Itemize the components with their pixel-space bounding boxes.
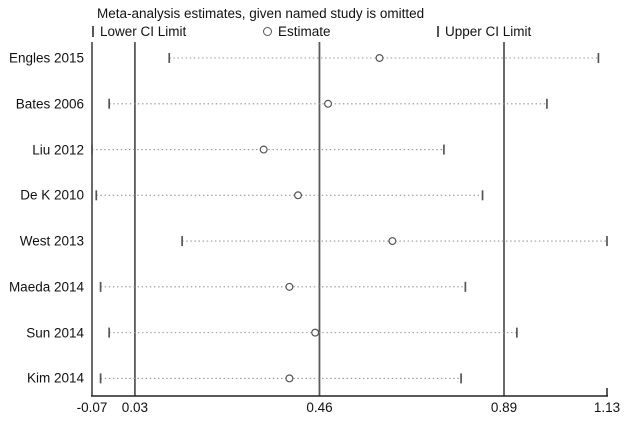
x-tick-label: -0.07 xyxy=(76,400,108,415)
estimate-circle-icon xyxy=(263,27,272,36)
estimate-marker xyxy=(285,374,294,383)
chart-title: Meta-analysis estimates, given named stu… xyxy=(97,6,425,21)
estimate-marker xyxy=(311,328,320,337)
study-label: West 2013 xyxy=(19,233,84,249)
x-tick-label: 0.46 xyxy=(306,400,333,415)
study-label: Bates 2006 xyxy=(15,96,84,112)
study-label: Maeda 2014 xyxy=(8,279,84,295)
x-tick-label: 1.13 xyxy=(593,400,621,415)
estimate-marker xyxy=(259,145,268,154)
estimate-marker xyxy=(388,237,397,246)
legend-upper-ci: Upper CI Limit xyxy=(437,24,531,39)
ci-limit-icon xyxy=(92,26,94,37)
estimate-marker xyxy=(285,282,294,291)
study-label: Sun 2014 xyxy=(26,325,84,341)
study-label: Engles 2015 xyxy=(8,50,84,66)
estimate-marker xyxy=(324,99,333,108)
legend-lower-label: Lower CI Limit xyxy=(100,24,187,39)
legend-upper-label: Upper CI Limit xyxy=(445,24,532,39)
x-tick-label: 0.03 xyxy=(121,400,149,415)
estimate-marker xyxy=(294,191,303,200)
legend-estimate-label: Estimate xyxy=(278,24,331,39)
chart-legend: Lower CI Limit Estimate Upper CI Limit xyxy=(0,24,626,42)
x-tick-label: 0.89 xyxy=(490,400,518,415)
estimate-marker xyxy=(375,53,384,62)
study-label: De K 2010 xyxy=(20,187,84,203)
study-label: Liu 2012 xyxy=(32,142,84,158)
ci-limit-icon xyxy=(437,26,439,37)
legend-estimate: Estimate xyxy=(263,24,331,39)
legend-lower-ci: Lower CI Limit xyxy=(92,24,186,39)
study-label: Kim 2014 xyxy=(26,370,84,386)
